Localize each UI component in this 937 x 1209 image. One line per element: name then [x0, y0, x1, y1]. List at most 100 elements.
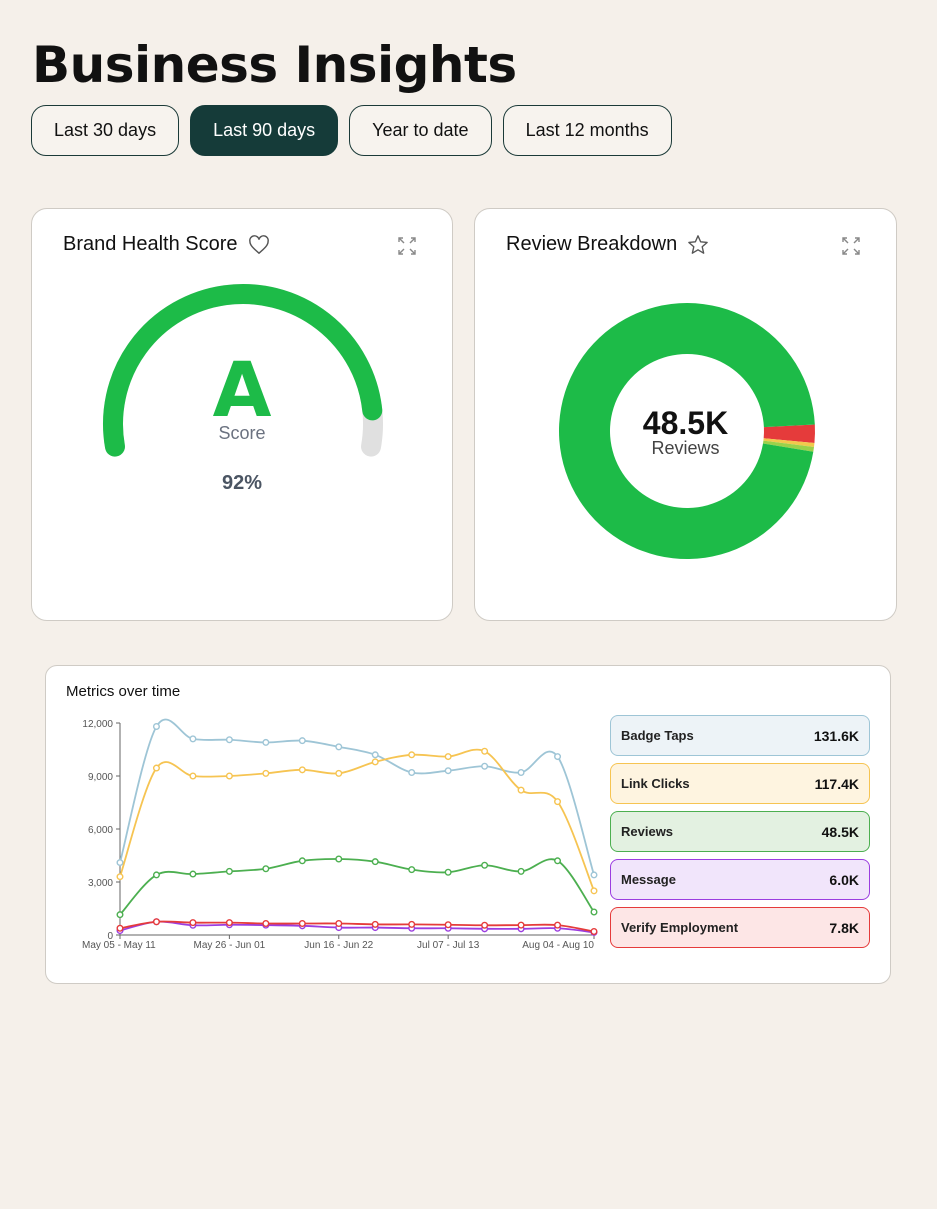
data-point-link-clicks[interactable]	[481, 747, 489, 755]
x-tick-label: Jul 07 - Jul 13	[417, 940, 480, 951]
grade-letter: A	[212, 345, 272, 434]
score-percent: 92%	[221, 472, 263, 494]
data-point-verify-employment[interactable]	[481, 921, 489, 929]
data-point-reviews[interactable]	[444, 868, 452, 876]
data-point-reviews[interactable]	[517, 867, 525, 875]
review-total-label: Reviews	[651, 438, 720, 458]
data-point-badge-taps[interactable]	[116, 859, 124, 867]
data-point-link-clicks[interactable]	[298, 766, 306, 774]
y-tick-label: 6,000	[88, 825, 113, 836]
legend-label: Message	[621, 872, 676, 887]
data-point-link-clicks[interactable]	[116, 873, 124, 881]
legend-item-badge-taps[interactable]: Badge Taps 131.6K	[610, 715, 870, 756]
donut-slice-positive	[559, 303, 815, 559]
data-point-badge-taps[interactable]	[371, 751, 379, 759]
data-point-badge-taps[interactable]	[481, 762, 489, 770]
y-tick-label: 0	[107, 931, 113, 942]
heart-icon[interactable]	[248, 234, 270, 255]
data-point-reviews[interactable]	[189, 870, 197, 878]
data-point-verify-employment[interactable]	[371, 920, 379, 928]
data-point-reviews[interactable]	[225, 867, 233, 875]
star-icon[interactable]	[687, 234, 709, 255]
review-breakdown-title-row: Review Breakdown	[506, 233, 709, 256]
metrics-title: Metrics over time	[66, 683, 181, 700]
data-point-link-clicks[interactable]	[444, 753, 452, 761]
data-point-badge-taps[interactable]	[298, 737, 306, 745]
data-point-reviews[interactable]	[590, 908, 598, 916]
data-point-link-clicks[interactable]	[262, 769, 270, 777]
donut-slice-neutral	[763, 438, 815, 448]
data-point-badge-taps[interactable]	[590, 871, 598, 879]
data-point-reviews[interactable]	[408, 866, 416, 874]
data-point-link-clicks[interactable]	[408, 751, 416, 759]
filter-last-30-days[interactable]: Last 30 days	[31, 105, 180, 156]
data-point-link-clicks[interactable]	[152, 764, 160, 772]
y-tick-label: 9,000	[88, 772, 113, 783]
legend-item-message[interactable]: Message 6.0K	[610, 859, 870, 900]
data-point-verify-employment[interactable]	[590, 927, 598, 935]
data-point-link-clicks[interactable]	[189, 772, 197, 780]
data-point-verify-employment[interactable]	[116, 924, 124, 932]
data-point-badge-taps[interactable]	[225, 736, 233, 744]
data-point-link-clicks[interactable]	[590, 887, 598, 895]
legend-item-verify-employment[interactable]: Verify Employment 7.8K	[610, 907, 870, 948]
x-tick-label: Aug 04 - Aug 10	[522, 940, 594, 951]
data-point-badge-taps[interactable]	[152, 723, 160, 731]
data-point-reviews[interactable]	[371, 858, 379, 866]
metrics-card: Metrics over time 0 3,000 6,000 9,000 12,000…	[45, 665, 891, 984]
data-point-verify-employment[interactable]	[517, 921, 525, 929]
data-point-badge-taps[interactable]	[444, 767, 452, 775]
data-point-badge-taps[interactable]	[517, 768, 525, 776]
grade-label: Score	[218, 423, 266, 443]
data-point-link-clicks[interactable]	[517, 786, 525, 794]
filter-last-90-days[interactable]: Last 90 days	[190, 105, 339, 156]
series-line-reviews	[119, 858, 595, 916]
data-point-verify-employment[interactable]	[444, 921, 452, 929]
data-point-verify-employment[interactable]	[408, 920, 416, 928]
data-point-verify-employment[interactable]	[335, 920, 343, 928]
data-point-verify-employment[interactable]	[554, 921, 562, 929]
data-point-reviews[interactable]	[262, 865, 270, 873]
legend-item-reviews[interactable]: Reviews 48.5K	[610, 811, 870, 852]
y-tick-label: 12,000	[82, 719, 113, 730]
legend-value: 131.6K	[813, 727, 859, 744]
expand-icon[interactable]	[842, 237, 860, 255]
data-point-verify-employment[interactable]	[262, 920, 270, 928]
data-point-badge-taps[interactable]	[189, 735, 197, 743]
legend-label: Reviews	[621, 824, 674, 839]
page-title: Business Insights	[32, 36, 517, 94]
expand-icon[interactable]	[398, 237, 416, 255]
x-tick-label: May 05 - May 11	[82, 940, 156, 951]
gauge-fill	[103, 284, 383, 457]
data-point-verify-employment[interactable]	[189, 919, 197, 927]
data-point-reviews[interactable]	[152, 871, 160, 879]
filter-year-to-date[interactable]: Year to date	[349, 105, 492, 156]
data-point-verify-employment[interactable]	[298, 920, 306, 928]
series-line-badge-taps	[119, 718, 595, 876]
review-breakdown-title: Review Breakdown	[506, 233, 678, 255]
data-point-badge-taps[interactable]	[335, 743, 343, 751]
x-tick-label: May 26 - Jun 01	[194, 940, 266, 951]
data-point-reviews[interactable]	[116, 911, 124, 919]
data-point-verify-employment[interactable]	[225, 919, 233, 927]
data-point-link-clicks[interactable]	[225, 772, 233, 780]
data-point-badge-taps[interactable]	[262, 738, 270, 746]
gauge	[103, 284, 383, 457]
filter-last-12-months[interactable]: Last 12 months	[502, 105, 672, 156]
legend-value: 117.4K	[814, 775, 859, 792]
data-point-link-clicks[interactable]	[335, 769, 343, 777]
data-point-link-clicks[interactable]	[554, 798, 562, 806]
data-point-link-clicks[interactable]	[371, 758, 379, 766]
legend-value: 48.5K	[821, 823, 859, 840]
data-point-badge-taps[interactable]	[408, 768, 416, 776]
data-point-reviews[interactable]	[554, 857, 562, 865]
brand-health-title: Brand Health Score	[63, 233, 238, 255]
data-point-reviews[interactable]	[481, 861, 489, 869]
x-tick-label: Jun 16 - Jun 22	[304, 940, 373, 951]
data-point-reviews[interactable]	[335, 855, 343, 863]
data-point-reviews[interactable]	[298, 857, 306, 865]
legend-item-link-clicks[interactable]: Link Clicks 117.4K	[610, 763, 870, 804]
data-point-badge-taps[interactable]	[554, 753, 562, 761]
data-point-verify-employment[interactable]	[152, 918, 160, 926]
legend-label: Verify Employment	[621, 920, 739, 935]
